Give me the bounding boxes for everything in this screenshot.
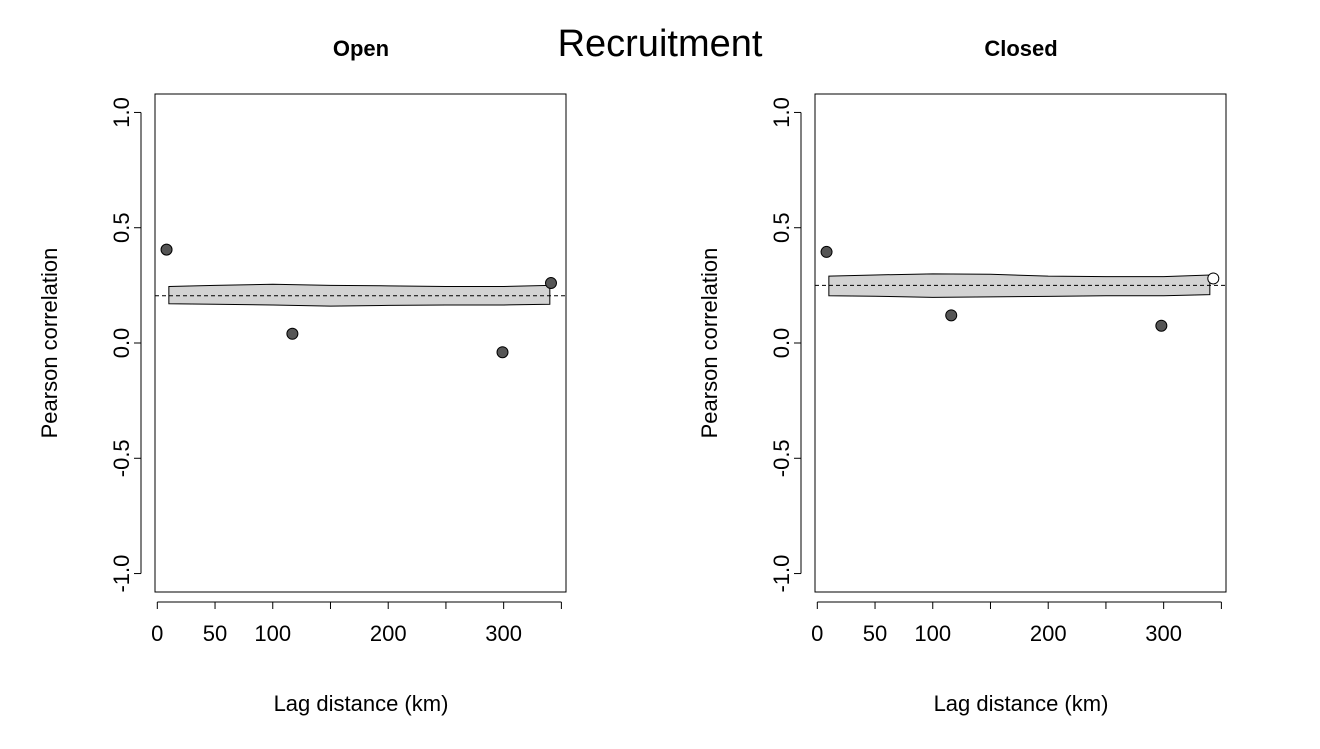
y-tick-label: 0.5	[769, 212, 794, 243]
x-tick-label: 100	[254, 621, 291, 646]
chart-panel-open: Open Lag distance (km) Pearson correlati…	[37, 36, 567, 716]
y-tick-label: 0.0	[109, 328, 134, 359]
x-tick-label: 300	[485, 621, 522, 646]
y-tick-label: -0.5	[769, 439, 794, 477]
y-tick-label: -0.5	[109, 439, 134, 477]
x-tick-label: 50	[863, 621, 887, 646]
y-tick-label: -1.0	[769, 555, 794, 593]
x-tick-label: 300	[1145, 621, 1182, 646]
y-tick-label: 1.0	[769, 97, 794, 128]
y-tick-label: 0.0	[769, 328, 794, 359]
y-tick-label: 0.5	[109, 212, 134, 243]
data-point	[945, 309, 958, 322]
y-tick-label: -1.0	[109, 555, 134, 593]
y-tick-label: 1.0	[109, 97, 134, 128]
plot-frame	[154, 93, 567, 593]
chart-panel-closed: Closed Lag distance (km) Pearson correla…	[697, 36, 1227, 716]
data-point	[1207, 272, 1220, 285]
x-tick-label: 0	[151, 621, 163, 646]
x-tick-label: 0	[811, 621, 823, 646]
panel-title: Closed	[984, 36, 1057, 61]
x-axis-label: Lag distance (km)	[934, 691, 1109, 716]
y-axis-label: Pearson correlation	[697, 248, 722, 439]
plot-frame	[814, 93, 1227, 593]
x-axis-label: Lag distance (km)	[274, 691, 449, 716]
y-axis-label: Pearson correlation	[37, 248, 62, 439]
main-title: Recruitment	[558, 23, 763, 65]
data-point	[1155, 319, 1168, 332]
confidence-envelope	[168, 283, 551, 307]
data-point	[286, 327, 299, 340]
data-point	[160, 243, 173, 256]
data-point	[544, 277, 557, 290]
panel-title: Open	[333, 36, 389, 61]
x-tick-label: 100	[914, 621, 951, 646]
x-tick-label: 200	[370, 621, 407, 646]
x-tick-label: 50	[203, 621, 227, 646]
data-point	[496, 346, 509, 359]
x-tick-label: 200	[1030, 621, 1067, 646]
data-point	[820, 245, 833, 258]
